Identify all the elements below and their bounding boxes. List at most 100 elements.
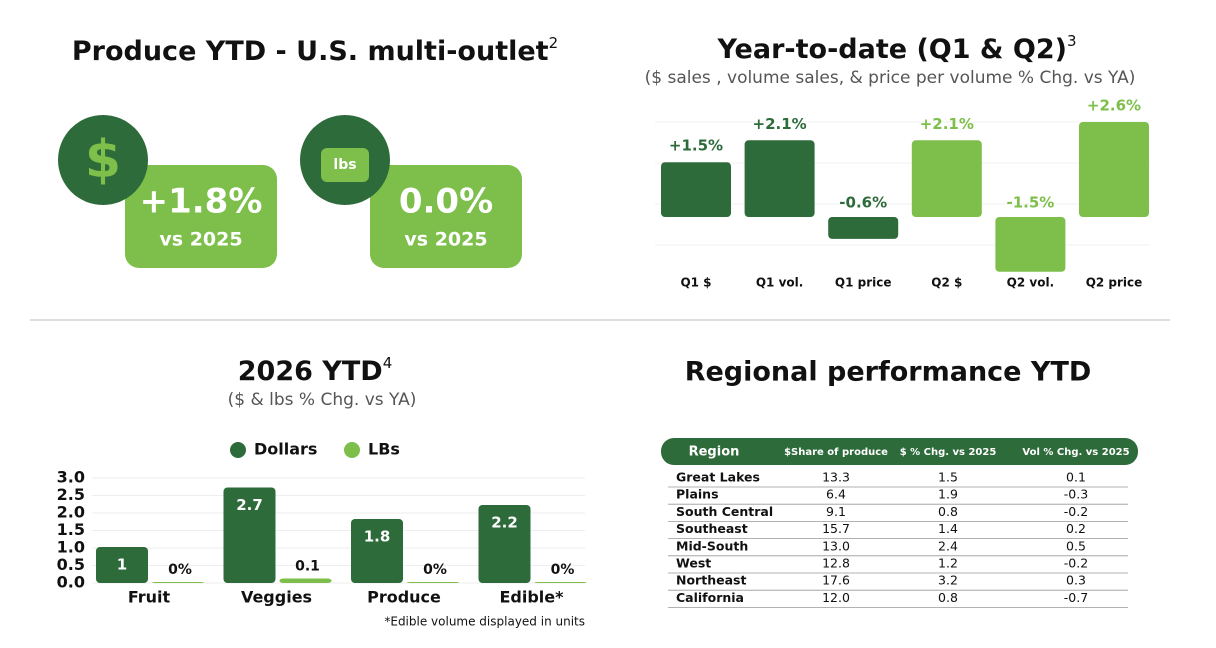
y-tick-label: 2.5 xyxy=(57,485,85,504)
value-label: -0.6% xyxy=(839,194,887,212)
x-tick-label: Edible* xyxy=(499,588,564,607)
table-cell: 0.1 xyxy=(1066,470,1086,485)
bar xyxy=(534,582,587,583)
table-cell: 12.8 xyxy=(822,556,850,571)
icon-label: $ xyxy=(85,130,121,190)
legend-marker xyxy=(344,442,360,458)
kpi-label: vs 2025 xyxy=(404,229,487,251)
value-label: 2.7 xyxy=(236,496,263,514)
value-label: 0% xyxy=(551,562,575,578)
footnote: *Edible volume displayed in units xyxy=(384,615,585,629)
table-cell: 0.8 xyxy=(938,590,958,605)
title-text: 2026 YTD xyxy=(238,356,383,387)
table-cell: 1.2 xyxy=(938,556,958,571)
table-cell: 0.2 xyxy=(1066,521,1086,536)
bar xyxy=(351,519,403,583)
value-label: +2.1% xyxy=(920,115,974,133)
table-header: Region xyxy=(689,445,740,460)
y-tick-label: 3.0 xyxy=(57,468,85,487)
chart-title: Year-to-date (Q1 & Q2)3 xyxy=(716,32,1076,65)
table-cell: Great Lakes xyxy=(676,470,760,485)
value-label: 1 xyxy=(117,556,127,574)
table-cell: West xyxy=(676,556,711,571)
table-cell: 0.5 xyxy=(1066,538,1086,553)
table-cell: 17.6 xyxy=(822,573,850,588)
legend-marker xyxy=(230,442,246,458)
value-label: +2.1% xyxy=(753,115,807,133)
superscript: 3 xyxy=(1067,32,1077,50)
bar xyxy=(744,140,815,217)
table-header: Vol % Chg. vs 2025 xyxy=(1022,447,1129,458)
superscript: 4 xyxy=(383,354,393,372)
table-cell: 3.2 xyxy=(938,573,958,588)
bar xyxy=(911,140,982,217)
kpi-icon xyxy=(58,115,148,205)
chart-title: 2026 YTD4 xyxy=(238,354,392,387)
table-cell: Southeast xyxy=(676,521,748,536)
y-tick-label: 1.5 xyxy=(57,520,85,539)
bar xyxy=(661,162,731,217)
kpi-card xyxy=(370,165,522,268)
table-header: $Share of produce xyxy=(784,447,888,458)
bar xyxy=(828,217,899,239)
bar xyxy=(478,505,531,583)
legend-label: Dollars xyxy=(254,440,317,459)
table-cell: 6.4 xyxy=(826,487,846,502)
bar xyxy=(407,582,459,583)
table-cell: Mid-South xyxy=(676,538,748,553)
bar xyxy=(152,582,204,583)
y-tick-label: 1.0 xyxy=(57,538,85,557)
value-label: +2.6% xyxy=(1087,97,1141,115)
table-cell: 15.7 xyxy=(822,521,850,536)
legend-label: LBs xyxy=(368,440,400,459)
y-tick-label: 0.0 xyxy=(57,573,85,592)
x-tick-label: Q1 $ xyxy=(680,276,711,290)
value-label: 1.8 xyxy=(364,528,391,546)
x-tick-label: Q2 $ xyxy=(931,276,962,290)
weight-shape xyxy=(321,148,369,182)
icon-label: lbs xyxy=(333,157,356,173)
table-cell: -0.7 xyxy=(1064,590,1088,605)
table-title: Regional performance YTD xyxy=(685,357,1092,388)
table-cell: 12.0 xyxy=(822,590,850,605)
kpi-title: Produce YTD - U.S. multi-outlet2 xyxy=(72,34,558,67)
table-cell: 13.3 xyxy=(822,470,850,485)
table-cell: 1.5 xyxy=(938,470,958,485)
table-cell: 1.4 xyxy=(938,521,958,536)
table-cell: 1.9 xyxy=(938,487,958,502)
table-cell: 13.0 xyxy=(822,538,850,553)
x-tick-label: Veggies xyxy=(241,588,312,607)
table-header: $ % Chg. vs 2025 xyxy=(900,447,997,458)
superscript: 2 xyxy=(549,34,559,52)
value-label: +1.5% xyxy=(669,137,723,155)
y-tick-label: 2.0 xyxy=(57,503,85,522)
y-tick-label: 0.5 xyxy=(57,555,85,574)
kpi-label: vs 2025 xyxy=(159,229,242,251)
table-cell: 2.4 xyxy=(938,538,958,553)
x-tick-label: Q2 price xyxy=(1086,276,1143,290)
table-cell: South Central xyxy=(676,504,773,519)
value-label: 0% xyxy=(423,562,447,578)
x-tick-label: Fruit xyxy=(128,588,171,607)
chart-subtitle: ($ sales , volume sales, & price per vol… xyxy=(645,68,1136,88)
table-cell: 0.8 xyxy=(938,504,958,519)
table-cell: Plains xyxy=(676,487,719,502)
chart-subtitle: ($ & lbs % Chg. vs YA) xyxy=(228,390,417,410)
table-cell: 0.3 xyxy=(1066,573,1086,588)
table-cell: -0.3 xyxy=(1064,487,1088,502)
title-text: Produce YTD - U.S. multi-outlet xyxy=(72,36,549,67)
table-cell: 9.1 xyxy=(826,504,846,519)
bar xyxy=(223,487,276,583)
x-tick-label: Q2 vol. xyxy=(1007,276,1054,290)
bar xyxy=(1079,122,1149,217)
table-cell: -0.2 xyxy=(1064,556,1088,571)
table-cell: -0.2 xyxy=(1064,504,1088,519)
table-header-bg xyxy=(661,438,1138,465)
kpi-card xyxy=(125,165,277,268)
x-tick-label: Q1 price xyxy=(835,276,892,290)
table-cell: Northeast xyxy=(676,573,746,588)
title-text: Year-to-date (Q1 & Q2) xyxy=(716,34,1066,65)
kpi-value: 0.0% xyxy=(399,182,493,222)
kpi-value: +1.8% xyxy=(140,182,263,222)
